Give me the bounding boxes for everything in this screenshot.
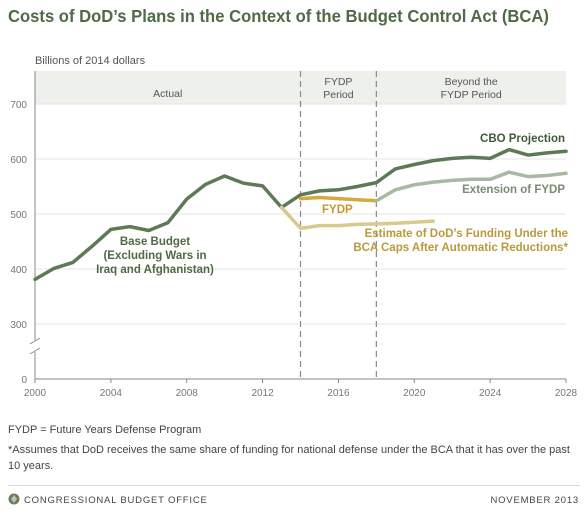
x-tick-label: 2004 [100, 388, 123, 399]
x-tick-label: 2028 [555, 388, 578, 399]
series-label: Base Budget (Excluding Wars in Iraq and Af… [96, 236, 214, 276]
period-label: Actual [153, 88, 182, 100]
series-line [33, 174, 284, 282]
y-tick-label: 300 [10, 320, 27, 331]
footnote-asterisk: *Assumes that DoD receives the same shar… [8, 444, 570, 472]
x-tick-label: 2016 [327, 388, 350, 399]
axis-break-mark [29, 347, 41, 355]
period-label: FYDP Period [323, 76, 354, 101]
footer-org: CONGRESSIONAL BUDGET OFFICE [24, 495, 208, 506]
x-tick-label: 2012 [251, 388, 274, 399]
x-tick-label: 2000 [24, 388, 47, 399]
y-tick-label: 500 [10, 210, 27, 221]
series-label: FYDP [322, 204, 353, 216]
footnote-abbreviation: FYDP = Future Years Defense Program [8, 424, 202, 436]
chart-area: Actual FYDP Period Beyond the FYDP Period 0 30… [10, 71, 578, 399]
x-tick-label: 2024 [479, 388, 502, 399]
footer-divider [8, 485, 580, 486]
axis-break-mark [29, 337, 41, 345]
y-tick-label: 600 [10, 155, 27, 166]
series-label: CBO Projection [480, 133, 565, 145]
y-tick-label: 0 [21, 375, 27, 386]
series-label: Estimate of DoD’s Funding Under the BCA C… [353, 228, 568, 254]
series-line [279, 205, 436, 231]
series-line [298, 195, 379, 203]
cbo-logo-icon [8, 493, 20, 505]
x-tick-label: 2020 [403, 388, 426, 399]
chart-title: Costs of DoD’s Plans in the Context of t… [8, 6, 549, 26]
footer-date: NOVEMBER 2013 [490, 495, 579, 506]
y-units-label: Billions of 2014 dollars [35, 55, 146, 67]
period-label: Beyond the FYDP Period [441, 76, 502, 101]
x-tick-label: 2008 [176, 388, 199, 399]
series-label: Extension of FYDP [462, 184, 565, 196]
y-tick-label: 400 [10, 265, 27, 276]
series-line [279, 147, 568, 210]
y-tick-label: 700 [10, 100, 27, 111]
series-line [374, 170, 568, 203]
